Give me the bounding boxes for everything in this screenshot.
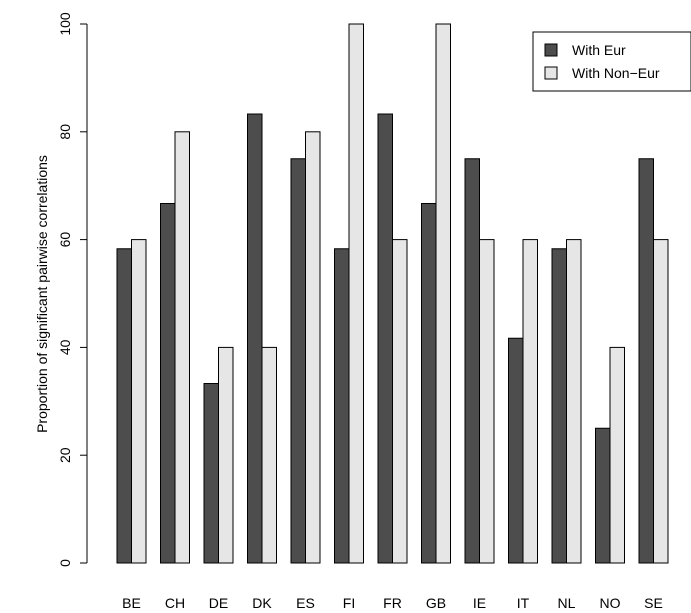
bar-it-with-non-eur bbox=[522, 239, 538, 564]
bar-gb-with-non-eur bbox=[435, 23, 451, 564]
y-tick-label: 40 bbox=[57, 339, 73, 355]
bar-de-with-non-eur bbox=[218, 346, 234, 564]
x-tick-label: SE bbox=[644, 595, 663, 611]
bar-it-with-eur bbox=[508, 337, 524, 564]
bar-no-with-non-eur bbox=[609, 346, 625, 564]
x-tick-label: NO bbox=[600, 595, 621, 611]
bar-dk-with-non-eur bbox=[261, 346, 277, 564]
legend-box bbox=[532, 31, 691, 92]
y-tick-label: 60 bbox=[57, 232, 73, 248]
y-tick-label: 80 bbox=[57, 124, 73, 140]
legend-swatch-with-eur bbox=[544, 43, 558, 57]
x-tick-label: IE bbox=[473, 595, 486, 611]
y-axis-label: Proportion of significant pairwise corre… bbox=[34, 155, 50, 433]
x-tick-label: DK bbox=[252, 595, 272, 611]
bar-ie-with-eur bbox=[464, 158, 480, 564]
x-tick-label: BE bbox=[122, 595, 141, 611]
bars-group bbox=[116, 23, 669, 564]
x-tick-label: NL bbox=[558, 595, 576, 611]
bar-es-with-non-eur bbox=[305, 131, 321, 564]
legend-label-with-non-eur: With Non−Eur bbox=[572, 65, 660, 81]
legend-swatch-with-non-eur bbox=[544, 66, 558, 80]
bar-no-with-eur bbox=[595, 427, 611, 564]
x-tick-label: ES bbox=[296, 595, 315, 611]
x-tick-label: CH bbox=[165, 595, 185, 611]
y-tick-label: 20 bbox=[57, 447, 73, 463]
bar-be-with-non-eur bbox=[131, 239, 147, 564]
bar-nl-with-eur bbox=[551, 248, 567, 564]
x-tick-label: IT bbox=[517, 595, 530, 611]
bar-ch-with-non-eur bbox=[174, 131, 190, 564]
bar-de-with-eur bbox=[203, 383, 219, 564]
y-axis: 0 20 40 60 80 100 bbox=[57, 12, 88, 567]
bar-ch-with-eur bbox=[160, 202, 176, 564]
bar-fr-with-eur bbox=[377, 113, 393, 564]
bar-fi-with-non-eur bbox=[348, 23, 364, 564]
legend: With Eur With Non−Eur bbox=[532, 31, 691, 92]
y-tick-label: 100 bbox=[57, 12, 73, 36]
bar-be-with-eur bbox=[116, 248, 132, 564]
bar-se-with-eur bbox=[638, 158, 654, 564]
bar-gb-with-eur bbox=[421, 202, 437, 564]
bar-dk-with-eur bbox=[247, 113, 263, 564]
x-tick-label: FR bbox=[383, 595, 402, 611]
bar-nl-with-non-eur bbox=[566, 239, 582, 564]
bar-fi-with-eur bbox=[334, 248, 350, 564]
x-axis-tick-labels: BE CH DE DK ES FI FR GB IE IT NL NO SE bbox=[122, 595, 663, 611]
bar-ie-with-non-eur bbox=[479, 239, 495, 564]
x-tick-label: DE bbox=[209, 595, 228, 611]
y-tick-label: 0 bbox=[57, 559, 73, 567]
x-tick-label: FI bbox=[343, 595, 355, 611]
legend-label-with-eur: With Eur bbox=[572, 42, 626, 58]
bar-es-with-eur bbox=[290, 158, 306, 564]
x-tick-label: GB bbox=[426, 595, 446, 611]
bar-fr-with-non-eur bbox=[392, 239, 408, 564]
bar-se-with-non-eur bbox=[653, 239, 669, 564]
